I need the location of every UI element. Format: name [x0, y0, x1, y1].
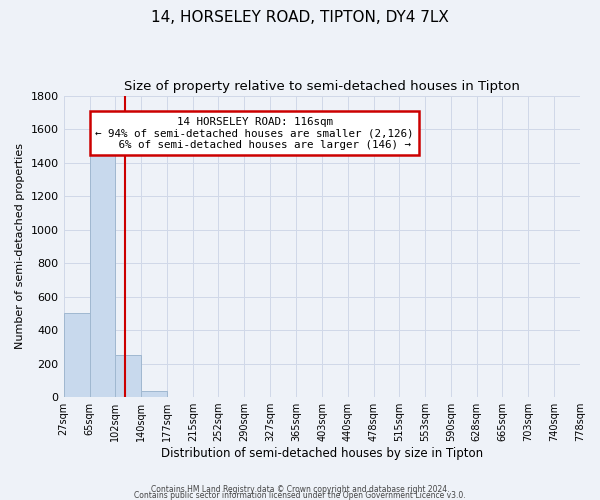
- Bar: [89, 146, 115, 397]
- Text: Contains HM Land Registry data © Crown copyright and database right 2024.: Contains HM Land Registry data © Crown c…: [151, 484, 449, 494]
- Text: Contains public sector information licensed under the Open Government Licence v3: Contains public sector information licen…: [134, 490, 466, 500]
- Text: 14 HORSELEY ROAD: 116sqm
← 94% of semi-detached houses are smaller (2,126)
   6%: 14 HORSELEY ROAD: 116sqm ← 94% of semi-d…: [95, 116, 414, 150]
- Title: Size of property relative to semi-detached houses in Tipton: Size of property relative to semi-detach…: [124, 80, 520, 93]
- Bar: [115, 355, 141, 397]
- Text: 14, HORSELEY ROAD, TIPTON, DY4 7LX: 14, HORSELEY ROAD, TIPTON, DY4 7LX: [151, 10, 449, 25]
- X-axis label: Distribution of semi-detached houses by size in Tipton: Distribution of semi-detached houses by …: [161, 447, 483, 460]
- Y-axis label: Number of semi-detached properties: Number of semi-detached properties: [15, 144, 25, 350]
- Bar: [141, 391, 167, 397]
- Bar: [64, 314, 89, 397]
